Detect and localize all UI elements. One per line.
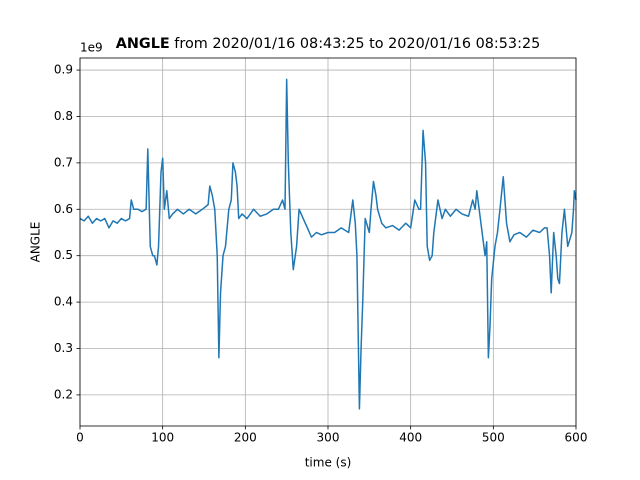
x-tick-label: 300 bbox=[317, 431, 340, 445]
x-tick-label: 0 bbox=[76, 431, 84, 445]
grid bbox=[79, 58, 577, 426]
y-axis-label: ANGLE bbox=[29, 222, 43, 263]
y-tick-label: 0.8 bbox=[54, 109, 73, 123]
y-tick-label: 0.3 bbox=[54, 341, 73, 355]
title-bold: ANGLE bbox=[116, 36, 170, 52]
x-tick-label: 200 bbox=[234, 431, 257, 445]
ticks: 0 100 200 300 400 500 600 0.2 0.3 0.4 0.5 0.6 0.7 0.8… bbox=[54, 63, 588, 445]
x-tick-label: 600 bbox=[565, 431, 588, 445]
y-tick-label: 0.6 bbox=[54, 202, 73, 216]
title-rest: from 2020/01/16 08:43:25 to 2020/01/16 0… bbox=[174, 36, 540, 52]
y-tick-label: 0.4 bbox=[54, 295, 73, 309]
y-tick-label: 0.9 bbox=[54, 63, 73, 77]
y-tick-label: 0.5 bbox=[54, 248, 73, 262]
y-offset-label: 1e9 bbox=[80, 41, 103, 55]
plot-area bbox=[79, 78, 577, 410]
x-tick-label: 100 bbox=[151, 431, 174, 445]
x-tick-label: 400 bbox=[399, 431, 422, 445]
data-line bbox=[79, 78, 577, 410]
x-tick-label: 500 bbox=[482, 431, 505, 445]
x-axis-label: time (s) bbox=[305, 456, 352, 470]
y-tick-label: 0.7 bbox=[54, 155, 73, 169]
y-tick-label: 0.2 bbox=[54, 387, 73, 401]
chart-title: ANGLE from 2020/01/16 08:43:25 to 2020/0… bbox=[116, 36, 541, 52]
